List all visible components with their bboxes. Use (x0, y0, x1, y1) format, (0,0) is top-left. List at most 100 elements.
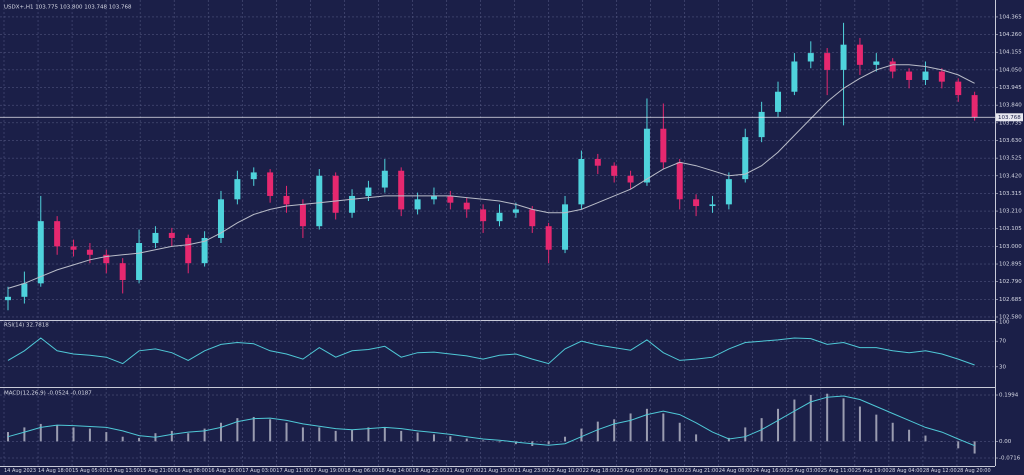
x-tick-label: 14 Aug 2023 (4, 468, 36, 474)
y-tick-label: 104.050 (999, 67, 1022, 73)
y-tick-label: 103.420 (999, 173, 1022, 179)
macd-histogram-bar (547, 441, 550, 445)
macd-histogram-bar (842, 398, 845, 442)
macd-histogram-bar (514, 441, 517, 445)
macd-histogram-bar (88, 428, 91, 442)
candle-body (414, 199, 421, 210)
y-tick-label: 70 (999, 339, 1006, 345)
candle-body (21, 283, 28, 297)
x-tick-label: 17 Aug 03:00 (242, 468, 276, 474)
macd-histogram-bar (334, 430, 337, 442)
y-tick-label: -0.0716 (999, 456, 1021, 462)
macd-histogram-bar (973, 441, 976, 454)
macd-histogram-bar (105, 432, 108, 442)
x-tick-label: 22 Aug 10:00 (549, 468, 583, 474)
candle-body (37, 221, 44, 284)
candle-body (906, 71, 913, 80)
candle-body (185, 237, 192, 264)
candle-body (807, 53, 814, 62)
candle-body (512, 209, 519, 213)
macd-histogram-bar (744, 427, 747, 442)
x-tick-label: 17 Aug 19:00 (310, 468, 344, 474)
y-tick-label: 100 (999, 320, 1010, 326)
current-price-box (996, 113, 1023, 122)
candle-body (496, 212, 503, 222)
macd-histogram-bar (236, 418, 239, 442)
x-tick-label: 24 Aug 16:00 (753, 468, 787, 474)
y-tick-label: 0.1994 (999, 393, 1019, 399)
candle-body (217, 199, 224, 238)
macd-histogram-bar (482, 440, 485, 442)
candle-body (398, 170, 405, 210)
macd-histogram-bar (678, 422, 681, 442)
candle-body (889, 61, 896, 72)
y-tick-label: 102.685 (999, 297, 1022, 303)
candle-body (86, 249, 93, 255)
chart-title: USDX+,H1 103.775 103.800 103.748 103.768 (4, 5, 132, 11)
macd-histogram-bar (875, 414, 878, 442)
candle-body (791, 61, 798, 92)
macd-histogram-bar (564, 436, 567, 442)
y-tick-label: 103.105 (999, 226, 1022, 232)
macd-histogram-bar (23, 427, 26, 442)
macd-histogram-bar (400, 430, 403, 442)
x-tick-label: 16 Aug 08:00 (174, 468, 208, 474)
x-tick-label: 28 Aug 12:00 (923, 468, 957, 474)
x-tick-label: 24 Aug 08:00 (719, 468, 753, 474)
candle-body (381, 170, 388, 188)
macd-histogram-bar (613, 419, 616, 442)
x-tick-label: 22 Aug 18:00 (583, 468, 617, 474)
macd-histogram-bar (449, 436, 452, 442)
macd-histogram-bar (858, 406, 861, 442)
candle-body (447, 195, 454, 203)
macd-histogram-bar (908, 429, 911, 442)
candle-body (758, 111, 765, 138)
macd-histogram-bar (269, 419, 272, 442)
macd-histogram-bar (645, 408, 648, 442)
macd-histogram-bar (56, 425, 59, 442)
candle-body (578, 158, 585, 205)
y-tick-label: 103.525 (999, 156, 1022, 162)
candle-body (201, 237, 208, 264)
macd-histogram-bar (957, 441, 960, 449)
moving-average (7, 64, 975, 289)
macd-histogram-bar (924, 435, 927, 442)
x-tick-label: 16 Aug 16:00 (208, 468, 242, 474)
macd-histogram-bar (498, 441, 501, 443)
macd-histogram-bar (121, 436, 124, 442)
candle-body (234, 179, 241, 200)
candle-body (971, 95, 978, 118)
macd-histogram-bar (285, 422, 288, 442)
candle-body (562, 204, 569, 250)
macd-histogram-bar (662, 413, 665, 442)
macd-histogram-bar (777, 408, 780, 442)
x-tick-label: 15 Aug 13:00 (106, 468, 140, 474)
macd-signal-line (7, 395, 975, 447)
candle-body (103, 254, 110, 264)
candle-body (480, 209, 487, 222)
x-tick-label: 28 Aug 04:00 (889, 468, 923, 474)
macd-histogram-bar (7, 432, 9, 442)
x-tick-label: 15 Aug 05:00 (72, 468, 106, 474)
candle-body (938, 71, 945, 82)
rsi-line (7, 337, 975, 366)
y-tick-label: 103.840 (999, 103, 1022, 109)
y-tick-label: 104.155 (999, 50, 1022, 56)
x-tick-label: 18 Aug 06:00 (344, 468, 378, 474)
x-tick-label: 23 Aug 05:00 (617, 468, 651, 474)
macd-histogram-bar (580, 428, 583, 442)
y-tick-label: 103.735 (999, 120, 1022, 126)
candle-body (775, 91, 782, 112)
x-tick-label: 18 Aug 14:00 (378, 468, 412, 474)
chart-title: RSI(14) 32.7818 (4, 323, 49, 329)
candle-body (365, 187, 372, 196)
candle-body (250, 172, 257, 180)
candle-body (283, 195, 290, 205)
candle-body (742, 137, 749, 180)
macd-histogram-bar (727, 437, 730, 442)
macd-histogram-bar (170, 430, 173, 442)
y-tick-label: 102.790 (999, 279, 1022, 285)
candle-body (693, 199, 700, 207)
candle-body (856, 44, 863, 65)
